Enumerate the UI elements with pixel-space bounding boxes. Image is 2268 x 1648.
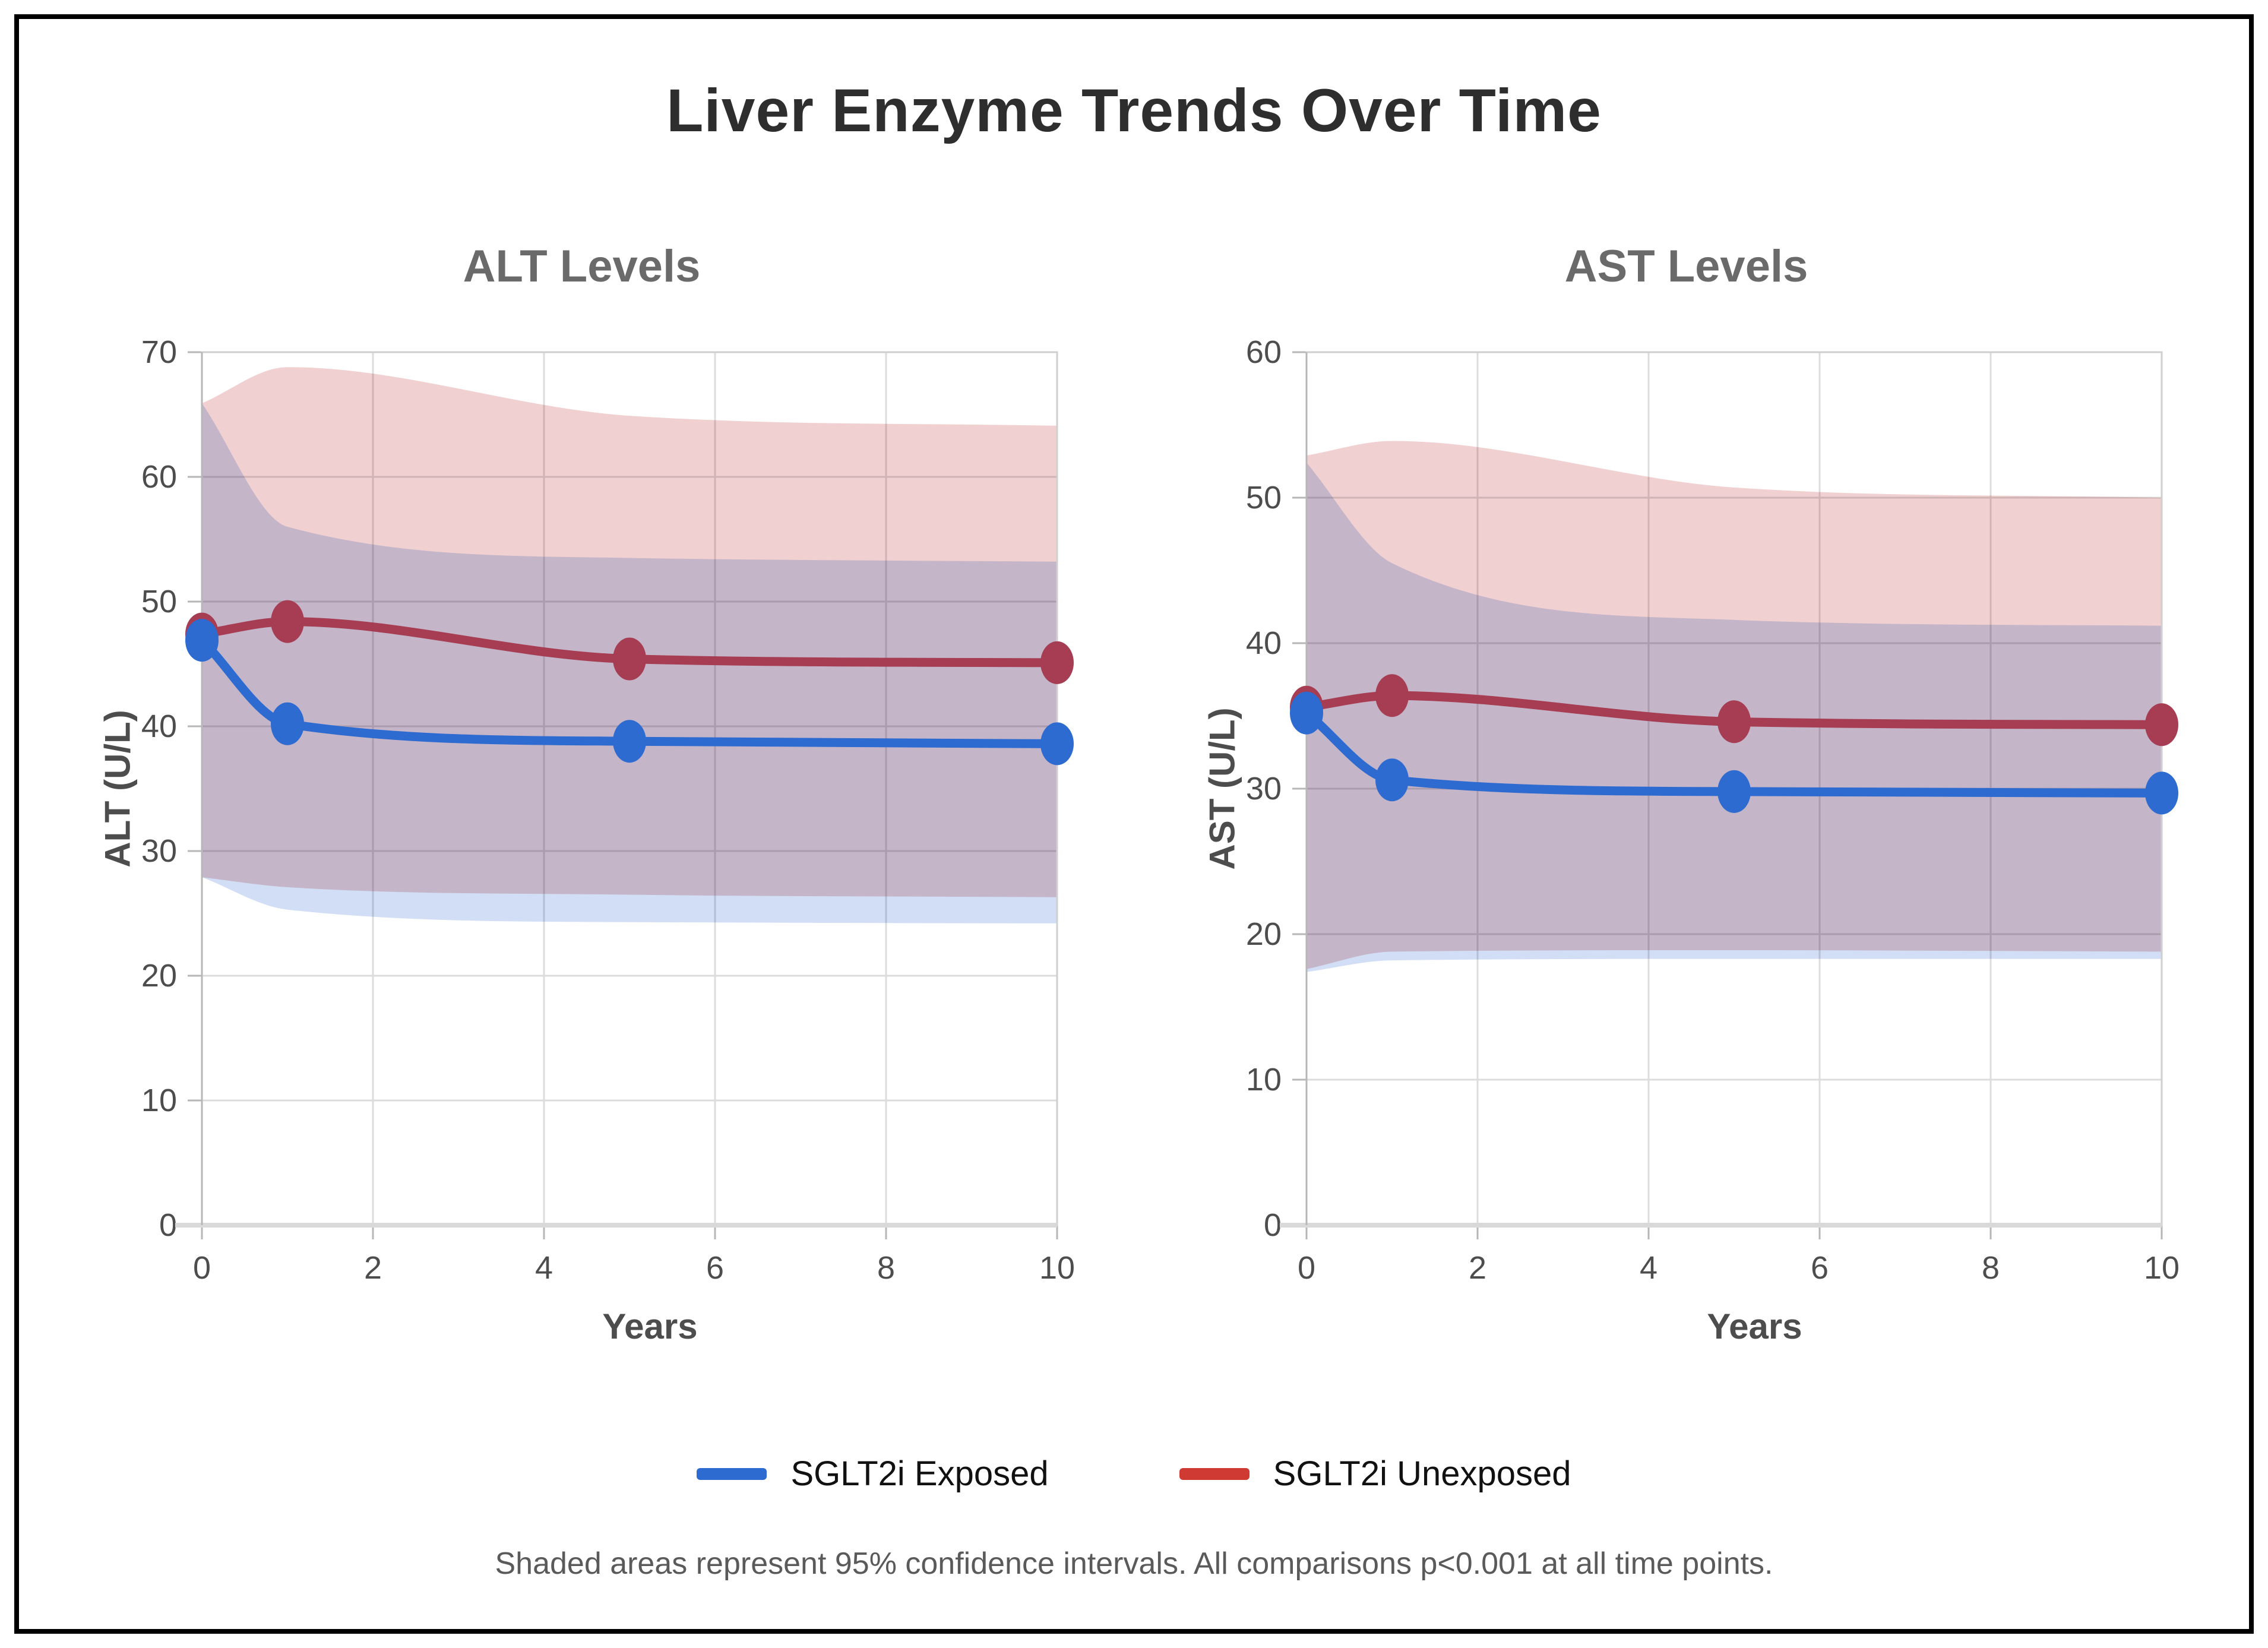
svg-text:70: 70 [141, 334, 176, 370]
svg-text:20: 20 [141, 958, 176, 994]
svg-text:6: 6 [1810, 1250, 1828, 1286]
footnote: Shaded areas represent 95% confidence in… [495, 1546, 1773, 1581]
svg-text:2: 2 [1468, 1250, 1486, 1286]
svg-text:0: 0 [1297, 1250, 1315, 1286]
svg-text:4: 4 [534, 1250, 552, 1286]
ast-plot: 0 10 20 30 40 50 60 0 2 4 6 8 10 [1245, 334, 2179, 1286]
svg-text:0: 0 [192, 1250, 210, 1286]
charts-row: ALT Levels ALT (U/L) 0 10 20 30 40 50 60 70 0 2 4 6… [19, 222, 2249, 1347]
legend-label-exposed: SGLT2i Exposed [790, 1454, 1049, 1493]
ast-y-axis-label: AST (U/L) [1202, 707, 1242, 870]
unexposed-line-swatch [1179, 1467, 1250, 1480]
legend-label-unexposed: SGLT2i Unexposed [1273, 1454, 1571, 1493]
svg-text:40: 40 [141, 708, 176, 744]
svg-text:8: 8 [1981, 1250, 1999, 1286]
svg-text:10: 10 [141, 1083, 176, 1118]
svg-text:10: 10 [1245, 1062, 1281, 1097]
chart-ast: AST Levels AST (U/L) 0 10 20 30 40 50 60 0 2 4 6 8 1… [1170, 222, 2203, 1347]
svg-text:2: 2 [363, 1250, 381, 1286]
chart-alt: ALT Levels ALT (U/L) 0 10 20 30 40 50 60 70 0 2 4 6… [65, 222, 1099, 1347]
exposed-line-swatch [697, 1467, 767, 1480]
svg-text:30: 30 [1245, 771, 1281, 806]
main-title: Liver Enzyme Trends Over Time [666, 77, 1602, 144]
svg-text:10: 10 [1039, 1250, 1074, 1286]
alt-x-axis-label: Years [602, 1307, 698, 1346]
svg-text:4: 4 [1639, 1250, 1657, 1286]
svg-text:30: 30 [141, 833, 176, 869]
svg-text:0: 0 [159, 1207, 176, 1243]
alt-y-axis-label: ALT (U/L) [97, 710, 137, 868]
alt-plot: 0 10 20 30 40 50 60 70 0 2 4 6 8 10 [141, 334, 1074, 1286]
svg-text:10: 10 [2143, 1250, 2179, 1286]
ast-x-axis-label: Years [1707, 1307, 1802, 1346]
svg-text:0: 0 [1263, 1207, 1281, 1243]
svg-text:40: 40 [1245, 625, 1281, 661]
svg-text:20: 20 [1245, 916, 1281, 952]
svg-text:60: 60 [141, 459, 176, 495]
figure-frame: Liver Enzyme Trends Over Time ALT Levels… [14, 14, 2254, 1634]
alt-subplot-title: ALT Levels [463, 241, 701, 292]
legend: SGLT2i Exposed SGLT2i Unexposed [19, 1454, 2249, 1494]
svg-text:60: 60 [1245, 334, 1281, 370]
svg-text:50: 50 [141, 584, 176, 619]
legend-item-unexposed: SGLT2i Unexposed [1179, 1454, 1571, 1494]
svg-text:8: 8 [877, 1250, 894, 1286]
legend-item-exposed: SGLT2i Exposed [697, 1454, 1049, 1494]
svg-text:6: 6 [706, 1250, 723, 1286]
ast-subplot-title: AST Levels [1564, 241, 1808, 292]
svg-text:50: 50 [1245, 480, 1281, 515]
